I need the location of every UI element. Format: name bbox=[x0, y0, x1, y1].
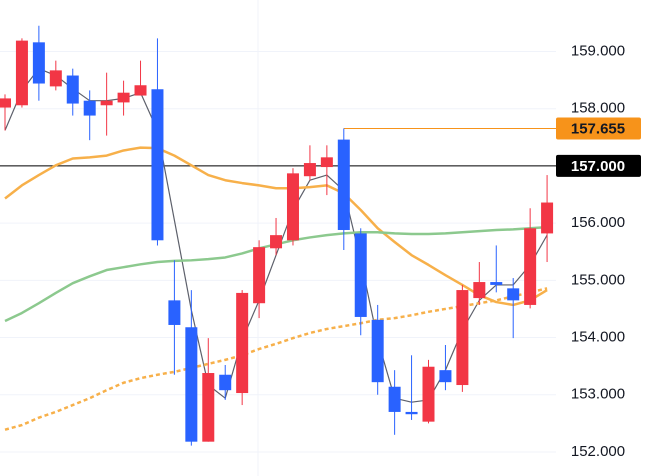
candle-body bbox=[49, 70, 62, 87]
candle-body bbox=[473, 282, 486, 299]
candle-body bbox=[371, 319, 384, 383]
candle-body bbox=[456, 290, 469, 386]
candle-body bbox=[303, 163, 316, 177]
candle-body bbox=[66, 75, 79, 104]
candle-body bbox=[83, 100, 96, 116]
candle-body bbox=[439, 370, 452, 383]
moving-average bbox=[4, 146, 548, 307]
y-tick-label: 153.000 bbox=[571, 386, 625, 403]
y-tick-label: 154.000 bbox=[571, 329, 625, 346]
candle-body bbox=[0, 98, 11, 108]
candle-body bbox=[337, 139, 350, 230]
candle-body bbox=[354, 233, 367, 317]
candle-body bbox=[15, 40, 28, 106]
candle-body bbox=[134, 85, 147, 96]
candle-body bbox=[541, 202, 554, 234]
candle-body bbox=[286, 173, 299, 241]
price-label: 157.655 bbox=[571, 120, 625, 137]
candle-body bbox=[507, 288, 520, 301]
candle-body bbox=[202, 373, 215, 442]
candle-body bbox=[320, 157, 333, 168]
price-label-box bbox=[556, 154, 641, 177]
candle-body bbox=[253, 247, 266, 304]
candle-body bbox=[490, 282, 503, 285]
candle-body bbox=[151, 89, 164, 241]
y-tick-label: 156.000 bbox=[571, 214, 625, 231]
candle-body bbox=[236, 292, 249, 394]
candles bbox=[0, 25, 554, 446]
candle-body bbox=[422, 366, 435, 422]
candle-body bbox=[405, 411, 418, 415]
price-label: 157.000 bbox=[571, 158, 625, 175]
y-tick-label: 158.000 bbox=[571, 100, 625, 117]
candle-body bbox=[388, 386, 401, 412]
candle-body bbox=[32, 42, 45, 84]
y-tick-label: 152.000 bbox=[571, 443, 625, 460]
y-tick-label: 155.000 bbox=[571, 271, 625, 288]
price-label-box bbox=[556, 117, 641, 140]
candle-body bbox=[117, 92, 130, 103]
candle-body bbox=[168, 300, 181, 325]
candle-body bbox=[524, 228, 537, 305]
candle-body bbox=[100, 100, 113, 106]
y-tick-label: 159.000 bbox=[571, 42, 625, 59]
candle-body bbox=[185, 327, 198, 442]
candle-body bbox=[270, 235, 283, 249]
candle-body bbox=[219, 374, 232, 391]
